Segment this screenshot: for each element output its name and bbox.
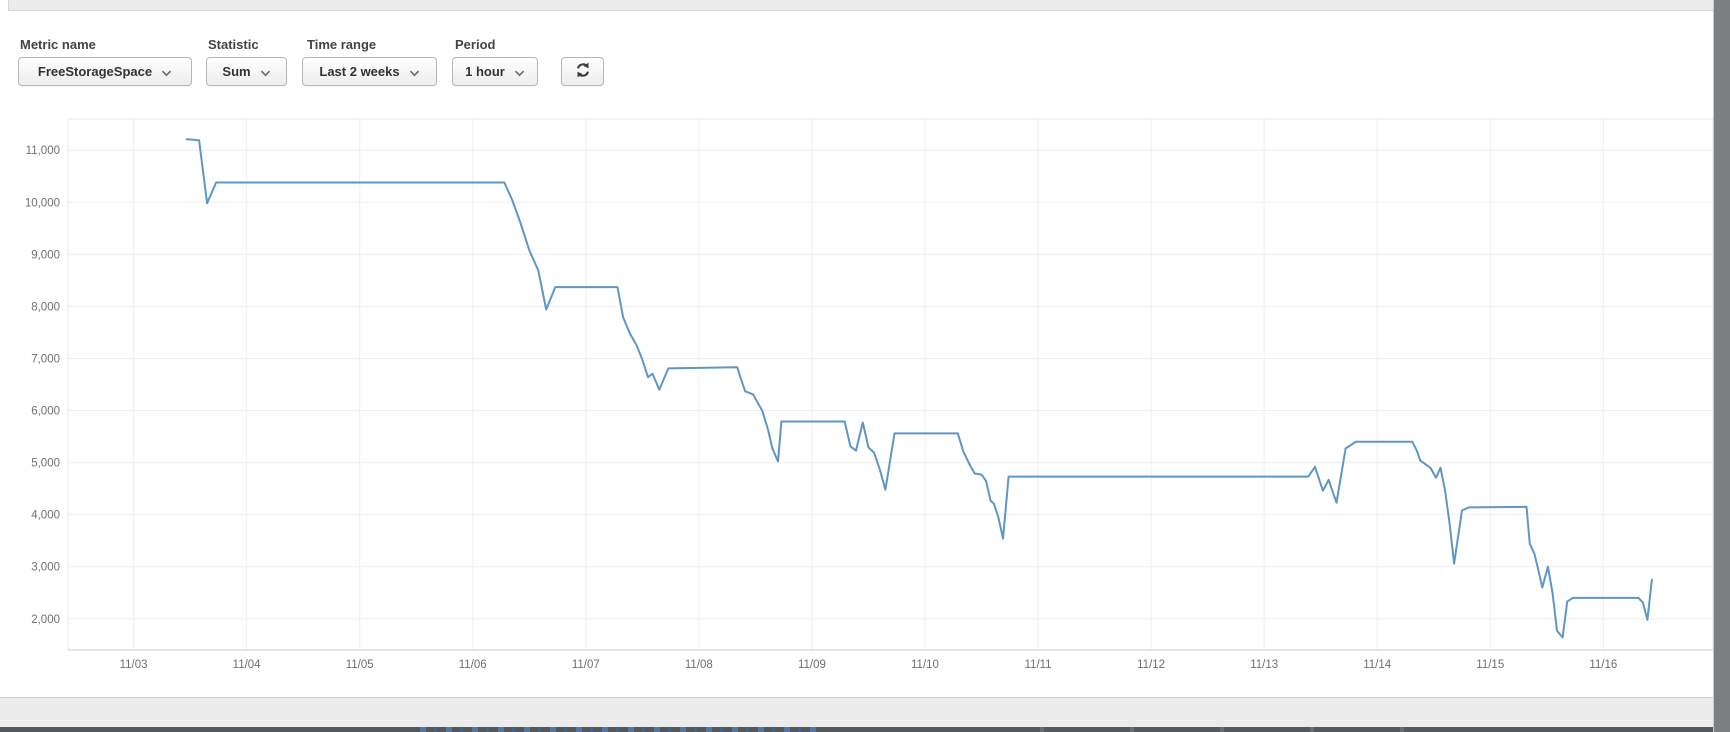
statistic-dropdown[interactable]: Sum bbox=[206, 57, 287, 86]
x-tick-label: 11/04 bbox=[233, 659, 262, 671]
y-tick-label: 8,000 bbox=[31, 301, 60, 313]
y-tick-label: 5,000 bbox=[31, 458, 60, 470]
refresh-icon bbox=[575, 62, 591, 81]
x-tick-label: 11/08 bbox=[685, 659, 713, 671]
x-tick-label: 11/07 bbox=[572, 659, 600, 671]
x-tick-label: 11/10 bbox=[911, 659, 939, 671]
period-dropdown[interactable]: 1 hour bbox=[452, 57, 538, 86]
taskbar-items-cutoff bbox=[420, 727, 820, 732]
x-tick-label: 11/15 bbox=[1476, 659, 1504, 671]
chevron-down-icon bbox=[409, 65, 420, 80]
x-tick-label: 11/09 bbox=[798, 659, 826, 671]
metric-name-label: Metric name bbox=[20, 37, 96, 52]
time-range-label: Time range bbox=[307, 37, 377, 52]
statistic-value: Sum bbox=[222, 64, 251, 79]
x-tick-label: 11/06 bbox=[459, 659, 487, 671]
y-tick-label: 6,000 bbox=[31, 406, 60, 418]
chart-canvas: 2,000 3,000 4,000 5,000 6,000 7,000 8,000 9,000… bbox=[25, 118, 1714, 671]
y-tick-label: 2,000 bbox=[31, 614, 60, 626]
period-value: 1 hour bbox=[465, 64, 505, 79]
chevron-down-icon bbox=[514, 65, 525, 80]
metric-name-dropdown[interactable]: FreeStorageSpace bbox=[18, 57, 192, 86]
x-tick-label: 11/13 bbox=[1250, 659, 1278, 671]
metric-toolbar: Metric name Statistic Time range Period … bbox=[0, 11, 1713, 106]
time-range-dropdown[interactable]: Last 2 weeks bbox=[302, 57, 437, 86]
bottom-gutter bbox=[0, 697, 1714, 728]
y-tick-label: 3,000 bbox=[31, 562, 60, 574]
taskbar-items-cutoff bbox=[1040, 727, 1420, 732]
time-range-value: Last 2 weeks bbox=[319, 64, 400, 79]
chevron-down-icon bbox=[260, 65, 271, 80]
x-tick-label: 11/05 bbox=[346, 659, 374, 671]
statistic-label: Statistic bbox=[208, 37, 259, 52]
y-tick-label: 7,000 bbox=[31, 353, 60, 365]
y-tick-label: 10,000 bbox=[25, 197, 60, 209]
y-tick-label: 4,000 bbox=[31, 510, 60, 522]
x-tick-label: 11/03 bbox=[120, 659, 148, 671]
x-tick-label: 11/14 bbox=[1363, 659, 1392, 671]
taskbar-sliver bbox=[0, 727, 1714, 732]
metric-chart: 2,000 3,000 4,000 5,000 6,000 7,000 8,000 9,000… bbox=[25, 118, 1714, 671]
window-top-strip bbox=[8, 0, 1715, 11]
metric-line bbox=[185, 138, 1653, 639]
refresh-button[interactable] bbox=[561, 57, 604, 86]
x-tick-label: 11/11 bbox=[1025, 659, 1052, 671]
metric-name-value: FreeStorageSpace bbox=[37, 64, 153, 79]
period-label: Period bbox=[455, 37, 496, 52]
x-tick-label: 11/12 bbox=[1137, 659, 1165, 671]
x-tick-label: 11/16 bbox=[1589, 659, 1617, 671]
y-tick-label: 11,000 bbox=[26, 145, 60, 157]
y-tick-label: 9,000 bbox=[31, 249, 60, 261]
vertical-scrollbar[interactable] bbox=[1713, 0, 1730, 732]
chevron-down-icon bbox=[161, 65, 172, 80]
